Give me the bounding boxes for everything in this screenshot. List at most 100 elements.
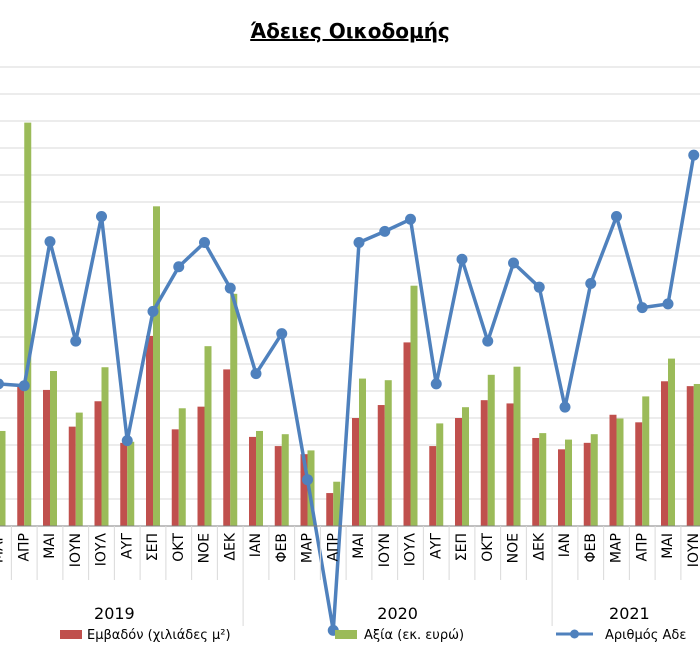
bar — [230, 293, 238, 526]
tick-label: ΙΑΝ — [557, 533, 573, 557]
bar — [686, 386, 694, 526]
tick-label: ΙΟΥΛ — [403, 533, 419, 567]
line-point — [199, 237, 210, 249]
line-point — [18, 380, 30, 392]
bar — [274, 446, 282, 526]
bar — [94, 401, 102, 526]
tick-label: ΔΕΚ — [531, 532, 547, 560]
tick-label: ΦΕΒ — [274, 533, 290, 562]
tick-label: ΦΕΒ — [583, 533, 599, 562]
legend-marker — [570, 629, 579, 639]
bar — [403, 342, 411, 526]
bar — [75, 412, 83, 526]
line-point — [533, 281, 545, 293]
chart-title: Άδειες Οικοδομής — [250, 19, 450, 43]
line-series — [0, 149, 700, 636]
tick-label: ΑΠΡ — [325, 533, 341, 562]
tick-label: ΜΑΙ — [351, 533, 367, 559]
legend-swatch — [60, 630, 82, 639]
tick-label: ΙΟΥΛ — [94, 533, 110, 567]
line-point — [302, 474, 313, 486]
bars — [0, 122, 700, 527]
bar — [436, 423, 444, 526]
line-point — [430, 378, 442, 390]
bar — [590, 434, 598, 526]
bar — [616, 418, 624, 526]
bar — [583, 442, 591, 526]
year-label: 2019 — [94, 604, 135, 623]
tick-label: ΜΑΙ — [42, 533, 58, 559]
gridlines — [0, 66, 700, 527]
bar — [539, 433, 547, 526]
series-line — [0, 154, 696, 633]
tick-label: ΟΚΤ — [171, 533, 187, 562]
tick-label: ΑΥΓ — [119, 533, 135, 559]
bar — [565, 439, 572, 526]
bar — [24, 122, 32, 527]
line-point — [70, 335, 82, 347]
tick-label: ΝΟΕ — [506, 533, 522, 563]
bar — [480, 400, 488, 526]
bar — [635, 422, 643, 526]
line-point — [508, 257, 519, 269]
bar — [43, 389, 50, 526]
bar — [506, 403, 514, 526]
legend: Εμβαδόν (χιλιάδες μ²) Αξία (εκ. ευρώ) Αριθ… — [60, 628, 686, 643]
year-label: 2020 — [377, 604, 418, 623]
x-axis: ΜΑΡ ΑΠΡ ΜΑΙ ΙΟΥΝ ΙΟΥΛ ΑΥΓ ΣΕΠ ΟΚΤ ΝΟΕ ΔΕΚ ΙΑΝ ΦΕΒ ΜΑ… — [0, 525, 700, 626]
bar — [668, 358, 675, 526]
tick-label: ΟΚΤ — [480, 533, 496, 562]
bar — [352, 418, 359, 526]
tick-label: ΜΑΡ — [0, 533, 7, 563]
line-point — [173, 261, 185, 273]
line-point — [0, 378, 4, 390]
tick-label: ΜΑΡ — [609, 533, 625, 563]
line-point — [379, 225, 391, 237]
line-point — [147, 305, 159, 317]
tick-label: ΣΕΠ — [145, 533, 161, 561]
bar — [249, 436, 256, 526]
bar — [455, 418, 462, 526]
bar — [462, 407, 469, 526]
bar — [326, 493, 334, 526]
bar — [146, 335, 153, 526]
tick-label: ΜΑΙ — [660, 533, 676, 559]
line-point — [353, 237, 365, 249]
tick-label: ΜΑΡ — [300, 533, 316, 563]
line-point — [224, 282, 236, 294]
year-label: 2021 — [609, 604, 650, 623]
line-point — [482, 335, 494, 347]
bar — [17, 383, 25, 526]
line-point — [688, 149, 700, 161]
bar — [120, 442, 128, 526]
line-point — [611, 211, 622, 222]
bar — [256, 430, 263, 526]
bar — [204, 346, 212, 526]
bar — [384, 380, 392, 526]
bar — [153, 206, 160, 526]
bar — [0, 430, 6, 526]
bar — [642, 396, 650, 526]
legend-swatch — [335, 630, 357, 639]
bar — [307, 450, 315, 526]
bar — [68, 426, 76, 526]
tick-label: ΑΠΡ — [16, 533, 32, 562]
tick-label: ΣΕΠ — [454, 533, 470, 561]
bar — [693, 383, 700, 526]
bar — [281, 434, 289, 526]
line-point — [44, 236, 56, 248]
line-point — [636, 302, 648, 314]
bar — [101, 367, 109, 526]
tick-label: ΑΥΓ — [428, 533, 444, 559]
line-point — [250, 368, 262, 380]
line-point — [96, 211, 107, 222]
bar — [359, 378, 366, 526]
bar — [178, 408, 186, 526]
legend-label: Εμβαδόν (χιλιάδες μ²) — [87, 628, 231, 643]
tick-label: ΙΟΥΝ — [377, 533, 393, 567]
tick-label: ΑΠΡ — [634, 533, 650, 562]
line-point — [559, 401, 571, 413]
tick-label: ΙΟΥΝ — [68, 533, 84, 567]
bar — [513, 366, 521, 526]
